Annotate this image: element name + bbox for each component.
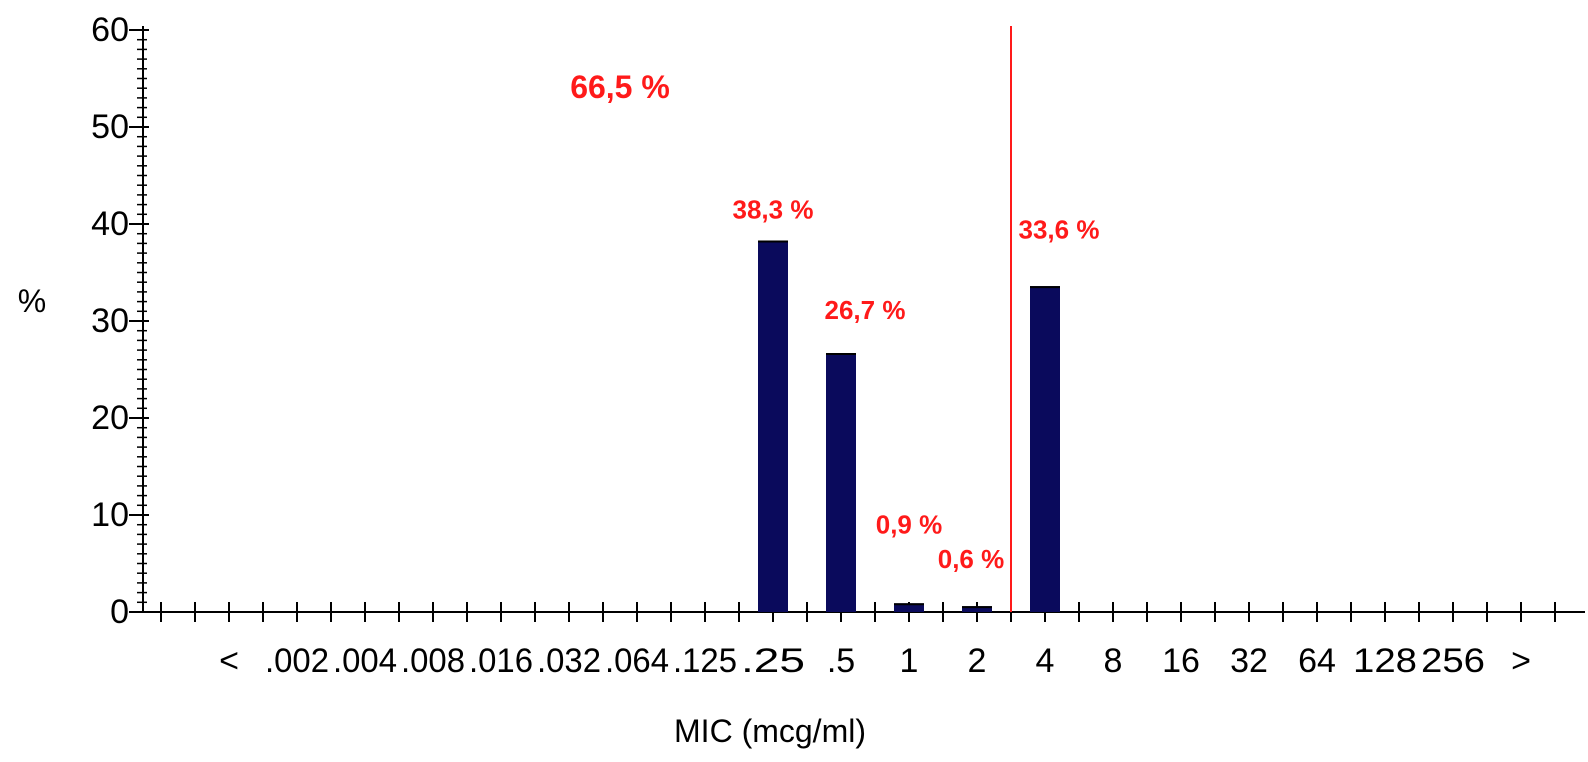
bar-value-label: 0,9 % bbox=[876, 509, 943, 539]
x-tick-label: 4 bbox=[1036, 642, 1055, 680]
x-tick-label: 8 bbox=[1104, 642, 1123, 680]
bars bbox=[758, 240, 1060, 613]
y-tick-label: 40 bbox=[91, 205, 129, 243]
annotations: 38,3 % 26,7 % 0,9 % 0,6 % 33,6 % 66,5 % bbox=[570, 26, 1099, 612]
x-tick-label: 1 bbox=[900, 642, 919, 680]
bar-value-label: 0,6 % bbox=[938, 544, 1005, 574]
bar-value-label: 33,6 % bbox=[1019, 215, 1100, 245]
x-tick-label: 128 bbox=[1353, 642, 1417, 680]
bar bbox=[962, 606, 992, 612]
x-tick-label: .032 bbox=[537, 642, 601, 680]
x-tick-label: .25 bbox=[741, 642, 805, 680]
x-tick-label: .004 bbox=[333, 642, 397, 680]
x-tick-label: 256 bbox=[1421, 642, 1485, 680]
x-tick-label: .016 bbox=[469, 642, 533, 680]
x-tick-label: > bbox=[1511, 642, 1531, 680]
y-tick-label: 50 bbox=[91, 108, 129, 146]
bar bbox=[758, 240, 788, 613]
x-axis: < .002.004.008.016.032.064.125.25 .5 1 2 4 8 16… bbox=[143, 602, 1585, 680]
bar bbox=[1030, 286, 1060, 612]
y-tick-label: 20 bbox=[91, 399, 129, 437]
bar-value-label: 26,7 % bbox=[825, 295, 906, 325]
y-axis-title: % bbox=[18, 283, 46, 319]
cumulative-percent-label: 66,5 % bbox=[570, 69, 670, 105]
x-tick-label: .064 bbox=[605, 642, 669, 680]
y-tick-label: 30 bbox=[91, 302, 129, 340]
y-tick-label: 60 bbox=[91, 11, 129, 49]
x-tick-label: 16 bbox=[1162, 642, 1200, 680]
x-tick-label: 32 bbox=[1230, 642, 1268, 680]
x-tick-label: 2 bbox=[968, 642, 987, 680]
y-tick-label: 10 bbox=[91, 496, 129, 534]
bar bbox=[894, 603, 924, 612]
y-axis: 0 10 20 30 40 50 60 bbox=[91, 11, 149, 631]
x-tick-label: < bbox=[219, 642, 239, 680]
x-tick-label: .5 bbox=[827, 642, 855, 680]
bar-value-label: 38,3 % bbox=[733, 194, 814, 224]
x-tick-label: .002 bbox=[265, 642, 329, 680]
bar bbox=[826, 353, 856, 612]
x-tick-label: 64 bbox=[1298, 642, 1336, 680]
x-tick-label: .125 bbox=[673, 642, 737, 680]
x-axis-title: MIC (mcg/ml) bbox=[674, 713, 866, 749]
x-tick-label: .008 bbox=[401, 642, 465, 680]
y-tick-label: 0 bbox=[110, 593, 129, 631]
